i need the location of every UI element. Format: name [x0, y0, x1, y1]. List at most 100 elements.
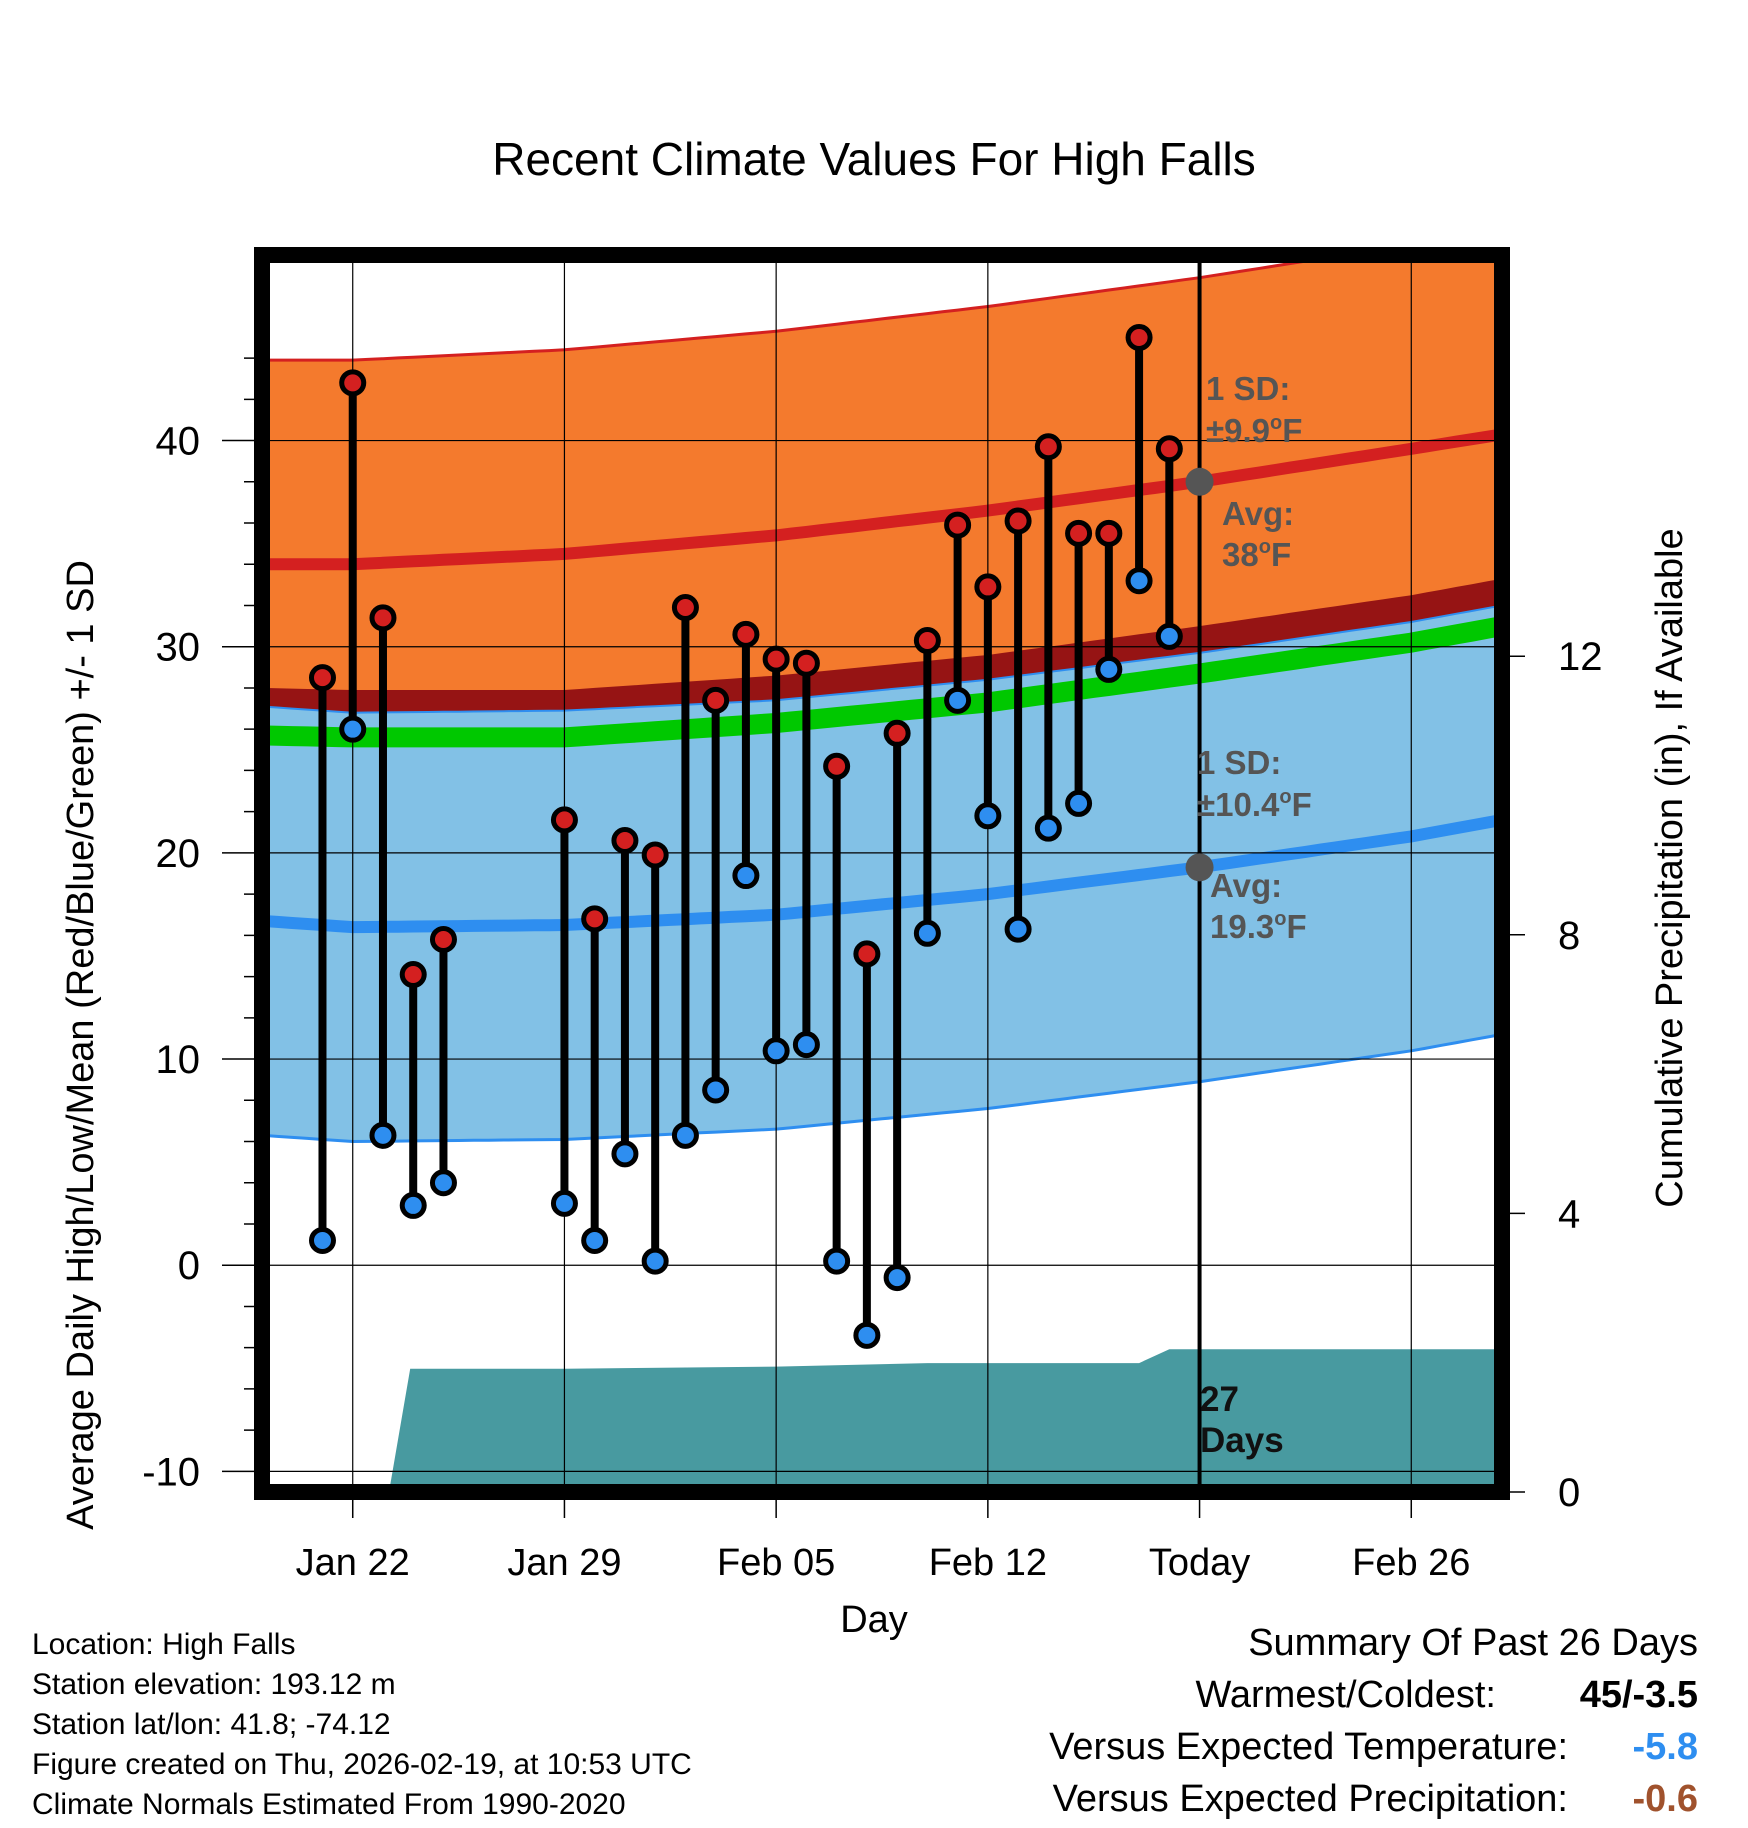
daily-low-point: [762, 1037, 790, 1065]
y2-tick-label: 0: [1558, 1471, 1580, 1515]
daily-high-point: [611, 827, 639, 855]
daily-high-point: [1065, 519, 1093, 547]
daily-high-point: [429, 925, 457, 953]
chart-title: Recent Climate Values For High Falls: [492, 133, 1256, 185]
daily-low-point: [1004, 915, 1032, 943]
daily-low-point: [339, 715, 367, 743]
daily-low-point: [308, 1226, 336, 1254]
precip-area: [389, 1349, 1502, 1492]
daily-high-point: [792, 649, 820, 677]
y2-tick-label: 4: [1558, 1192, 1580, 1236]
x-tick-label: Feb 26: [1352, 1542, 1470, 1584]
y-tick-label: 0: [178, 1244, 200, 1288]
x-tick-label: Jan 29: [507, 1542, 621, 1584]
high-avg-value: 38oF: [1222, 536, 1291, 573]
high-avg-label: Avg:: [1222, 495, 1294, 532]
high-avg-dot: [1185, 467, 1214, 496]
y-tick-label: 10: [156, 1038, 201, 1082]
daily-low-point: [369, 1121, 397, 1149]
daily-high-point: [944, 511, 972, 539]
y-tick-label: -10: [142, 1450, 200, 1494]
daily-low-point: [732, 862, 760, 890]
created-text: Figure created on Thu, 2026-02-19, at 10…: [32, 1748, 692, 1781]
high-normal-line: [262, 428, 1502, 571]
daily-low-point: [399, 1191, 427, 1219]
latlon-text: Station lat/lon: 41.8; -74.12: [32, 1708, 391, 1741]
daily-high-point: [1034, 433, 1062, 461]
low-sd-upper-line: [262, 604, 1502, 714]
daily-high-point: [308, 664, 336, 692]
daily-low-point: [429, 1169, 457, 1197]
daily-high-point: [399, 961, 427, 989]
y-tick-label: 40: [156, 420, 201, 464]
daily-high-point: [369, 604, 397, 632]
summary-title: Summary Of Past 26 Days: [1248, 1622, 1698, 1664]
daily-low-point: [581, 1226, 609, 1254]
daily-high-point: [550, 806, 578, 834]
daily-low-point: [1034, 814, 1062, 842]
x-tick-label: Today: [1149, 1542, 1250, 1584]
daily-high-point: [732, 620, 760, 648]
high-sd-label: 1 SD:: [1206, 370, 1290, 407]
daily-low-point: [1095, 655, 1123, 683]
precip-anomaly-label: Versus Expected Precipitation:: [1052, 1778, 1568, 1820]
daily-high-point: [1125, 323, 1153, 351]
low-avg-value: 19.3oF: [1210, 908, 1307, 945]
daily-high-point: [913, 627, 941, 655]
daily-high-point: [581, 905, 609, 933]
warmest-label: Warmest/Coldest:: [1195, 1674, 1496, 1716]
daily-high-point: [1155, 435, 1183, 463]
daily-high-point: [1004, 507, 1032, 535]
daily-high-point: [853, 940, 881, 968]
daily-high-point: [671, 594, 699, 622]
daily-low-point: [550, 1189, 578, 1217]
y-axis-label: Average Daily High/Low/Mean (Red/Blue/Gr…: [60, 560, 102, 1530]
precip-days-label: Days: [1200, 1421, 1284, 1460]
daily-low-point: [702, 1076, 730, 1104]
daily-low-point: [792, 1031, 820, 1059]
y2-axis-label: Cumulative Precipitation (in), If Availa…: [1649, 528, 1691, 1207]
y-tick-label: 30: [156, 626, 201, 670]
daily-high-point: [883, 719, 911, 747]
mean-normal-line: [262, 616, 1502, 748]
daily-low-point: [974, 802, 1002, 830]
daily-high-point: [762, 645, 790, 673]
daily-low-point: [641, 1247, 669, 1275]
daily-low-point: [823, 1247, 851, 1275]
daily-low-point: [883, 1264, 911, 1292]
y2-tick-label: 8: [1558, 914, 1580, 958]
x-axis-label: Day: [840, 1599, 908, 1641]
location-text: Location: High Falls: [32, 1628, 296, 1661]
low-sd-label: 1 SD:: [1197, 744, 1281, 781]
daily-low-point: [671, 1121, 699, 1149]
x-tick-label: Jan 22: [296, 1542, 410, 1584]
elevation-text: Station elevation: 193.12 m: [32, 1668, 396, 1701]
daily-high-point: [641, 841, 669, 869]
precip-days-count: 27: [1200, 1380, 1239, 1419]
temp-anomaly-label: Versus Expected Temperature:: [1049, 1726, 1568, 1768]
daily-low-point: [1065, 789, 1093, 817]
low-sd-value: ±10.4oF: [1197, 786, 1312, 823]
low-avg-label: Avg:: [1210, 867, 1282, 904]
x-tick-label: Feb 05: [717, 1542, 835, 1584]
daily-low-point: [853, 1321, 881, 1349]
temp-anomaly-value: -5.8: [1632, 1726, 1698, 1768]
daily-low-point: [1155, 622, 1183, 650]
daily-high-point: [823, 752, 851, 780]
daily-high-point: [339, 369, 367, 397]
daily-high-point: [974, 573, 1002, 601]
daily-high-point: [702, 686, 730, 714]
daily-high-point: [1095, 519, 1123, 547]
warmest-value: 45/-3.5: [1579, 1674, 1698, 1716]
daily-low-point: [611, 1140, 639, 1168]
x-tick-label: Feb 12: [929, 1542, 1047, 1584]
y-tick-label: 20: [156, 832, 201, 876]
low-avg-dot: [1185, 853, 1214, 882]
low-sd-lower-line: [262, 1032, 1502, 1144]
daily-low-point: [1125, 567, 1153, 595]
normals-text: Climate Normals Estimated From 1990-2020: [32, 1788, 626, 1821]
daily-low-point: [913, 919, 941, 947]
precip-anomaly-value: -0.6: [1632, 1778, 1698, 1820]
y2-tick-label: 12: [1558, 635, 1603, 679]
